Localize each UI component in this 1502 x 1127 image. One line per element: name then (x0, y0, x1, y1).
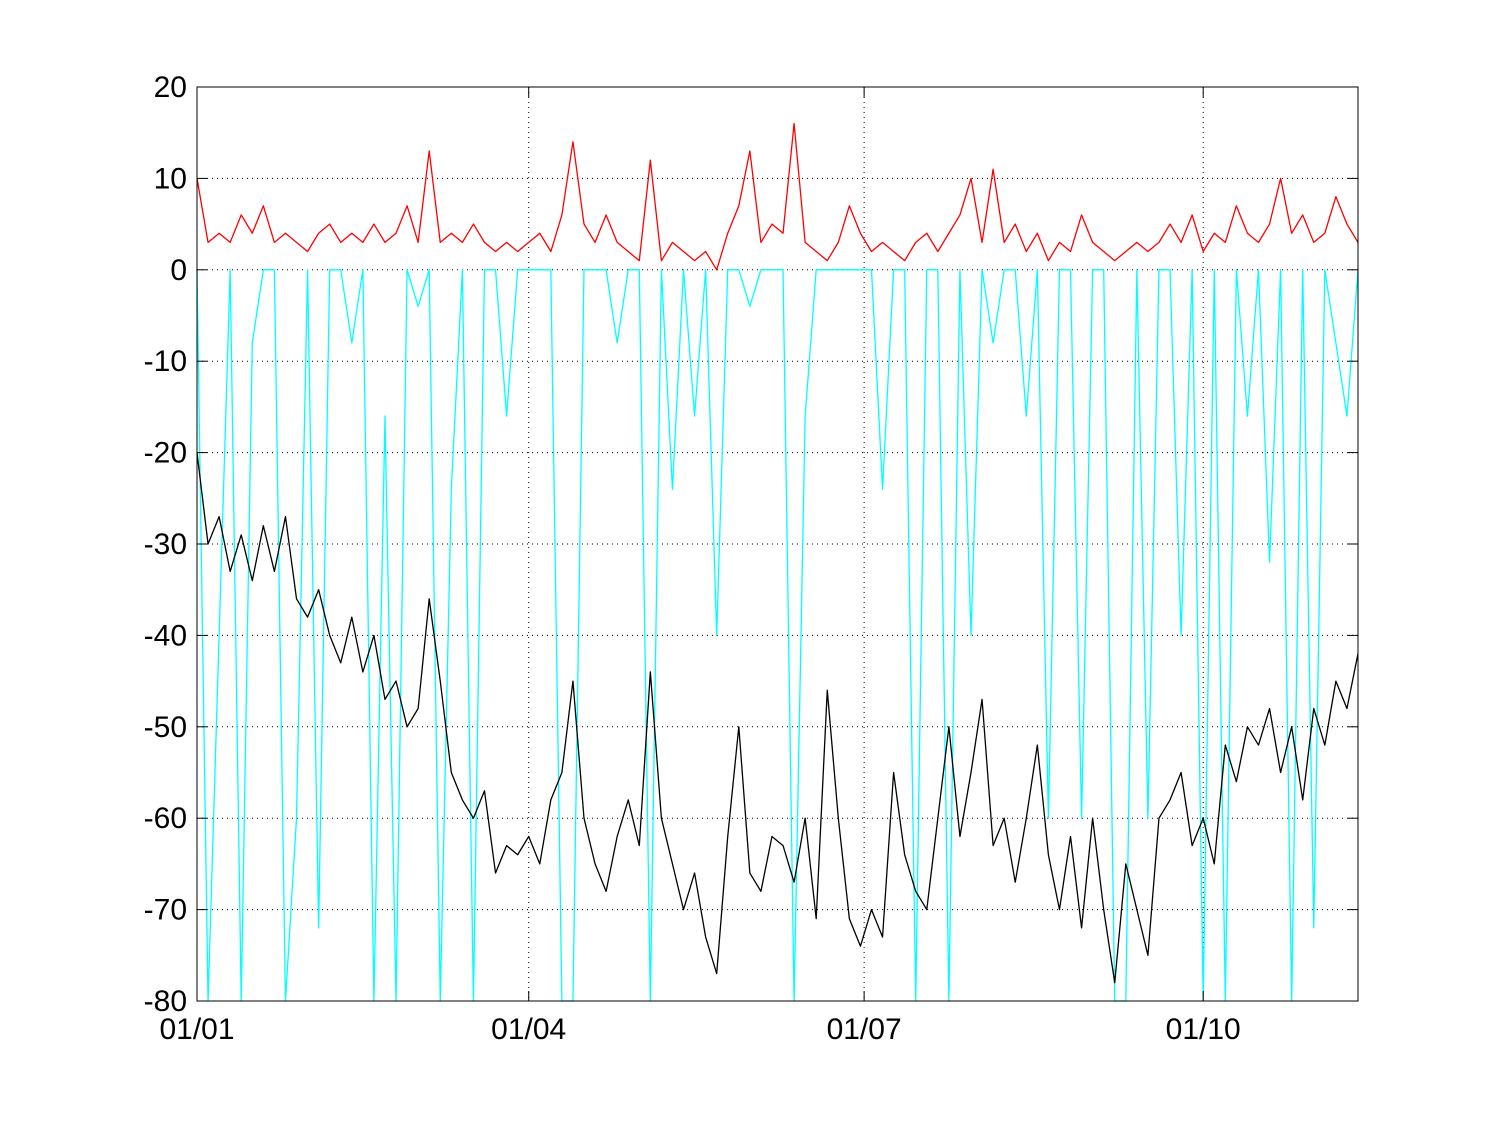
y-tick-label: 0 (170, 254, 187, 287)
x-tick-label: 01/01 (159, 1013, 234, 1046)
x-tick-label: 01/10 (1166, 1013, 1241, 1046)
y-tick-label: -10 (144, 345, 187, 378)
y-tick-label: -20 (144, 437, 187, 470)
y-tick-label: -80 (144, 985, 187, 1018)
y-tick-label: -40 (144, 619, 187, 652)
x-tick-label: 01/07 (827, 1013, 902, 1046)
x-tick-label: 01/04 (491, 1013, 566, 1046)
y-tick-label: -60 (144, 802, 187, 835)
y-tick-label: -70 (144, 894, 187, 927)
data-line (196, 452, 1359, 984)
y-tick-label: 10 (154, 162, 187, 195)
y-tick-label: 20 (154, 71, 187, 104)
y-tick-label: -30 (144, 528, 187, 561)
y-tick-label: -50 (144, 711, 187, 744)
data-line (196, 269, 1359, 1002)
data-line (196, 122, 1359, 271)
